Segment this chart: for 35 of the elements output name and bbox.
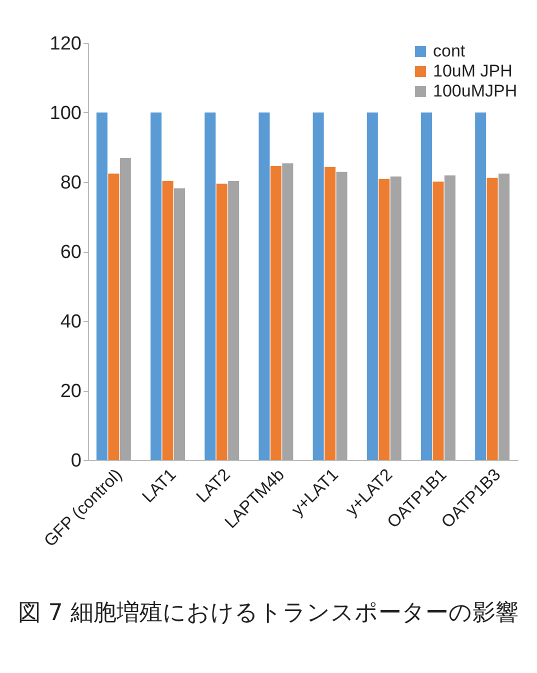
bar [270, 166, 282, 460]
y-tick-label: 20 [60, 381, 82, 402]
caption: 図 7 細胞増殖におけるトランスポーターの影響 [18, 599, 520, 628]
bar [324, 167, 336, 460]
bar [162, 180, 174, 460]
bar [204, 112, 216, 460]
legend-label: cont [433, 42, 466, 60]
bar [498, 174, 510, 460]
bar [336, 172, 348, 460]
y-tick-label: 0 [70, 450, 82, 472]
bar [150, 112, 162, 460]
legend-label: 10uM JPH [433, 62, 512, 80]
bar [108, 174, 120, 460]
bar [282, 163, 294, 460]
y-tick-label: 120 [50, 34, 82, 54]
bar [366, 112, 378, 460]
bar [174, 188, 185, 460]
bar [390, 176, 402, 460]
bar [312, 112, 324, 460]
bar [475, 112, 486, 460]
bar [444, 175, 456, 460]
y-tick-label: 40 [60, 312, 82, 332]
bar [216, 184, 228, 460]
bar [228, 180, 240, 460]
legend-label: 100uMJPH [433, 82, 518, 100]
bar [258, 112, 270, 460]
bar [432, 182, 444, 460]
bar [96, 112, 108, 460]
y-tick-label: 100 [50, 103, 82, 124]
bar [421, 112, 432, 460]
bar [486, 178, 498, 460]
bar [120, 158, 131, 460]
bar [378, 178, 390, 460]
y-tick-label: 80 [60, 172, 82, 194]
y-tick-label: 60 [60, 242, 82, 263]
